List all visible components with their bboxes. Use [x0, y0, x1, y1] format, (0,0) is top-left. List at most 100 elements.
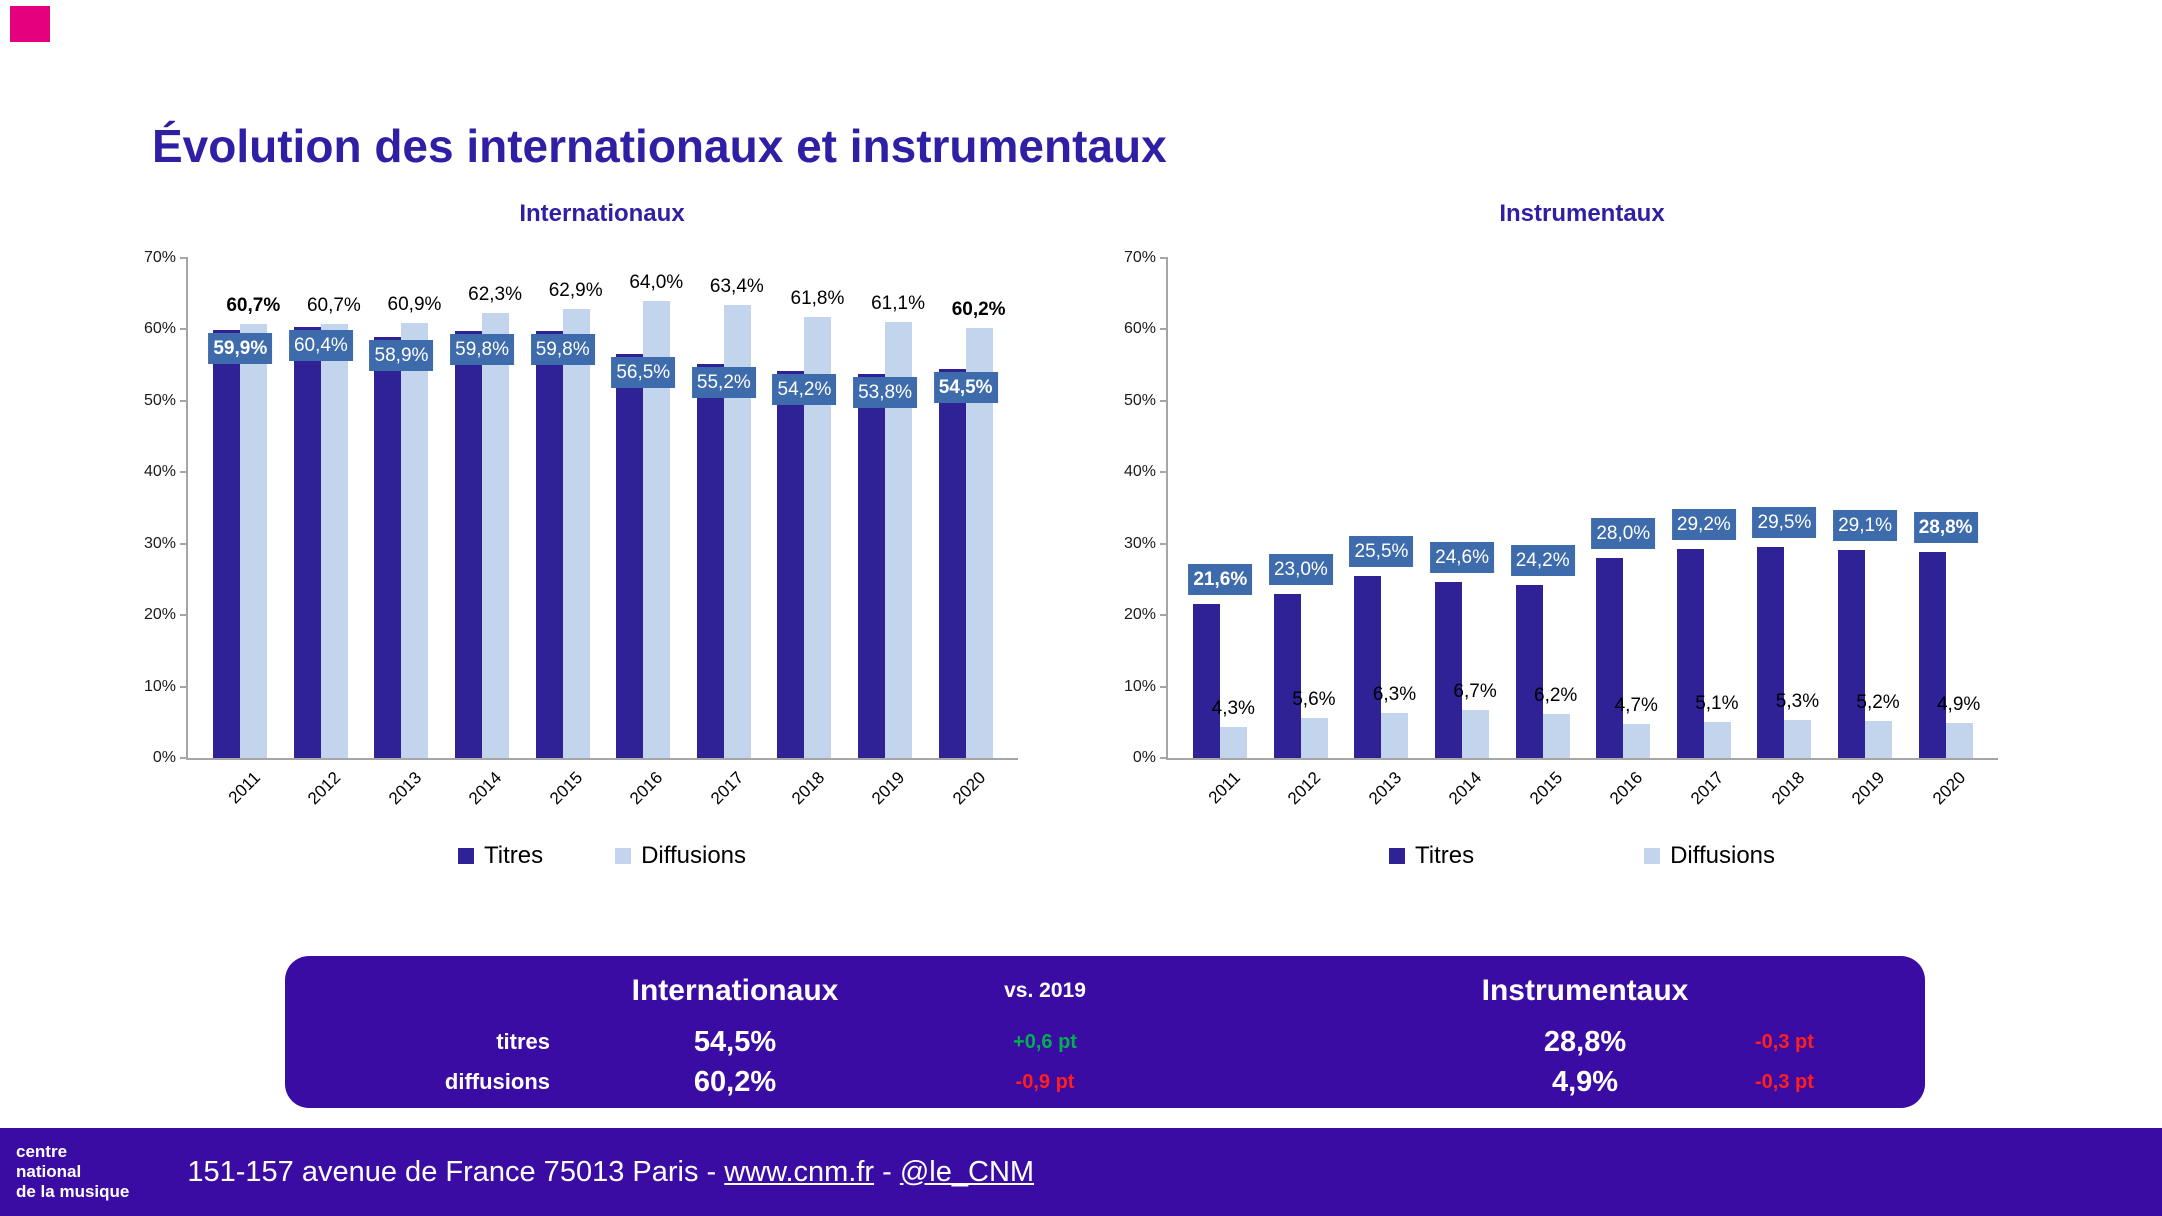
summary-diffusions-intl-value: 60,2%: [693, 1065, 777, 1098]
value-label: 60,7%: [306, 295, 361, 317]
value-label: 25,5%: [1349, 535, 1414, 567]
bar-group-2020: 28,8% 4,9% 2020: [1905, 258, 1986, 808]
summary-diffusions-instr-delta: -0,3 pt: [1755, 1070, 1814, 1093]
summary-header-vs-2019: vs. 2019: [1004, 979, 1086, 1002]
y-axis-tick-mark: [180, 614, 188, 617]
value-label: 23,0%: [1268, 553, 1333, 585]
y-axis-tick-mark: [180, 757, 188, 759]
bar-titres-2018: [1757, 547, 1785, 758]
bar-group-2018: 54,2% 61,8% 2018: [764, 258, 845, 808]
y-axis-tick-mark: [1160, 685, 1168, 688]
value-label: 62,3%: [468, 284, 523, 305]
bar-diffusions-2014: [482, 313, 510, 758]
bar-group-2014: 59,8% 62,3% 2014: [442, 258, 523, 808]
pink-accent-square: [10, 6, 50, 42]
bar-diffusions-2011: [240, 324, 268, 758]
y-axis-tick-mark: [1160, 399, 1168, 402]
page-title: Évolution des internationaux et instrume…: [152, 119, 1167, 172]
summary-titres-instr-delta: -0,3 pt: [1755, 1030, 1814, 1053]
legend-label-diffusions: Diffusions: [641, 842, 747, 869]
value-label: 6,3%: [1372, 684, 1417, 705]
bar-titres-2014: [455, 330, 483, 758]
bar-group-2015: 59,8% 62,9% 2015: [522, 258, 603, 808]
bar-titres-2016: [616, 354, 644, 758]
bar-diffusions-2011: [1220, 727, 1248, 758]
bar-group-2012: 23,0% 5,6% 2012: [1261, 258, 1342, 808]
legend-item-diffusions: Diffusions: [1644, 842, 1775, 870]
y-axis-tick-label: 30%: [143, 534, 176, 552]
summary-row-label-diffusions: diffusions: [444, 1069, 550, 1094]
x-axis-label: 2020: [948, 768, 990, 809]
cnm-website-link[interactable]: www.cnm.fr: [724, 1155, 875, 1188]
bar-group-2013: 25,5% 6,3% 2013: [1341, 258, 1422, 808]
value-label: 5,3%: [1775, 691, 1820, 713]
bar-group-2017: 29,2% 5,1% 2017: [1664, 258, 1745, 808]
bar-group-2019: 53,8% 61,1% 2019: [845, 258, 926, 808]
x-axis-label: 2011: [1204, 768, 1244, 808]
value-label: 59,8%: [450, 333, 515, 365]
bar-diffusions-2018: [1784, 720, 1812, 758]
summary-titres-intl-delta: +0,6 pt: [1013, 1030, 1077, 1053]
summary-row-label-titres: titres: [496, 1029, 550, 1054]
legend-label-diffusions: Diffusions: [1670, 842, 1776, 869]
y-axis-tick-label: 50%: [143, 391, 176, 409]
y-axis-tick-label: 20%: [1123, 606, 1156, 624]
footer-bar: centre national de la musique 151-157 av…: [0, 1128, 2162, 1216]
bar-titres-2019: [1838, 550, 1866, 758]
y-axis-tick-label: 60%: [143, 320, 176, 338]
footer-address: 151-157 avenue de France 75013 Paris - w…: [187, 1156, 1034, 1189]
x-axis-label: 2019: [1848, 768, 1889, 809]
cnm-twitter-link[interactable]: @le_CNM: [899, 1155, 1035, 1188]
bar-titres-2012: [1273, 593, 1301, 758]
bar-titres-2014: [1435, 582, 1463, 758]
bar-titres-2013: [374, 337, 402, 758]
value-label: 24,2%: [1510, 545, 1575, 577]
bar-titres-2019: [858, 373, 886, 758]
bar-groups: 21,6% 4,3% 2011 23,0% 5,6% 2012 25,5% 6,3% 2013 2…: [1168, 258, 1998, 808]
y-axis-tick-mark: [1160, 614, 1168, 617]
value-label: 54,5%: [933, 371, 998, 403]
bar-titres-2020: [938, 368, 966, 758]
legend-internationaux: Titres Diffusions: [108, 842, 1028, 870]
value-label: 55,2%: [691, 366, 756, 398]
value-label: 61,1%: [871, 292, 925, 314]
value-label: 6,2%: [1534, 684, 1578, 706]
x-axis-label: 2018: [1767, 768, 1808, 809]
bar-titres-2015: [1515, 585, 1543, 758]
bar-titres-2011: [213, 330, 241, 758]
legend-item-titres: Titres: [1388, 842, 1474, 870]
value-label: 21,6%: [1188, 563, 1253, 595]
bar-diffusions-2013: [401, 323, 429, 758]
y-axis-tick-label: 10%: [1123, 677, 1156, 695]
chart-title-internationaux: Internationaux: [519, 200, 685, 227]
logo-line-1: centre: [16, 1141, 68, 1161]
legend-instrumentaux: Titres Diffusions: [1088, 842, 2008, 870]
summary-diffusions-intl-delta: -0,9 pt: [1015, 1070, 1075, 1093]
bar-diffusions-2015: [562, 308, 590, 758]
x-axis-label: 2017: [707, 768, 748, 809]
value-label: 53,8%: [853, 376, 917, 408]
titres-swatch-icon: [457, 848, 474, 864]
x-axis-label: 2016: [1606, 768, 1647, 809]
y-axis-tick-mark: [180, 685, 188, 688]
bar-group-2015: 24,2% 6,2% 2015: [1502, 258, 1583, 808]
bar-group-2014: 24,6% 6,7% 2014: [1422, 258, 1503, 808]
value-label: 60,7%: [226, 295, 281, 317]
y-axis-tick-label: 40%: [143, 463, 176, 481]
x-axis-label: 2013: [384, 768, 425, 809]
bar-group-2012: 60,4% 60,7% 2012: [281, 258, 362, 808]
y-axis-tick-label: 40%: [1123, 463, 1156, 481]
summary-titres-instr-value: 28,8%: [1543, 1025, 1627, 1058]
summary-panel: Internationaux vs. 2019 Instrumentaux ti…: [285, 956, 1925, 1108]
legend-item-diffusions: Diffusions: [615, 842, 746, 870]
diffusions-swatch-icon: [615, 848, 632, 864]
value-label: 54,2%: [772, 373, 837, 405]
bar-chart-internationaux: 0% 10% 20% 30% 40% 50% 60% 70% 59,9% 60,7% 2011 60,…: [144, 250, 1018, 808]
bar-titres-2013: [1354, 575, 1382, 758]
value-label: 61,8%: [790, 287, 845, 309]
value-label: 59,8%: [530, 333, 595, 365]
y-axis-tick-label: 30%: [1123, 534, 1156, 552]
address-separator: -: [874, 1155, 900, 1188]
bar-titres-2017: [1676, 549, 1704, 758]
bar-titres-2016: [1596, 558, 1624, 758]
